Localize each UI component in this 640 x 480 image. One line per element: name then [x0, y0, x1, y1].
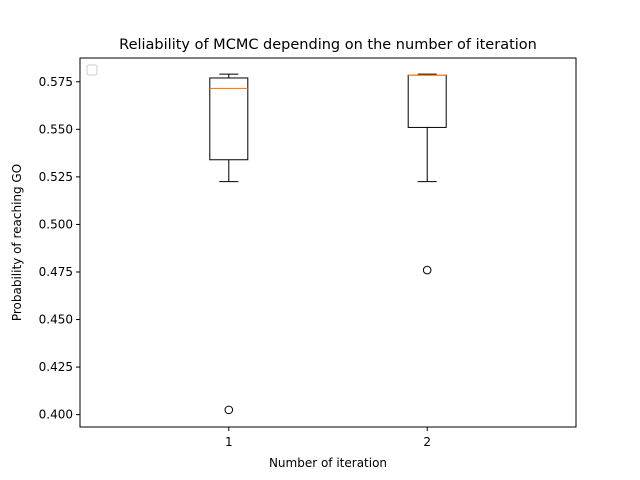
y-axis: 0.400 0.425 0.450 0.475 0.500 0.525 0.550 0.575	[39, 75, 80, 422]
y-tick-label: 0.500	[39, 217, 73, 231]
box	[209, 77, 249, 161]
chart-title: Reliability of MCMC depending on the num…	[119, 37, 537, 53]
outlier-point	[422, 265, 432, 275]
y-tick-label: 0.450	[39, 313, 73, 327]
y-tick-label: 0.550	[39, 122, 73, 136]
x-axis-label: Number of iteration	[269, 456, 387, 470]
y-tick-label: 0.400	[39, 408, 73, 422]
box-series	[209, 73, 447, 415]
legend-box	[86, 64, 98, 76]
plot-area	[79, 57, 577, 428]
y-tick-label: 0.425	[39, 360, 73, 374]
plot-frame	[79, 57, 577, 428]
x-tick-label: 2	[423, 435, 431, 449]
y-tick-label: 0.575	[39, 75, 73, 89]
y-tick-label: 0.525	[39, 170, 73, 184]
outlier-point	[224, 405, 234, 415]
x-tick-label: 1	[225, 435, 233, 449]
y-tick-label: 0.475	[39, 265, 73, 279]
y-axis-label: Probability of reaching GO	[10, 164, 24, 321]
